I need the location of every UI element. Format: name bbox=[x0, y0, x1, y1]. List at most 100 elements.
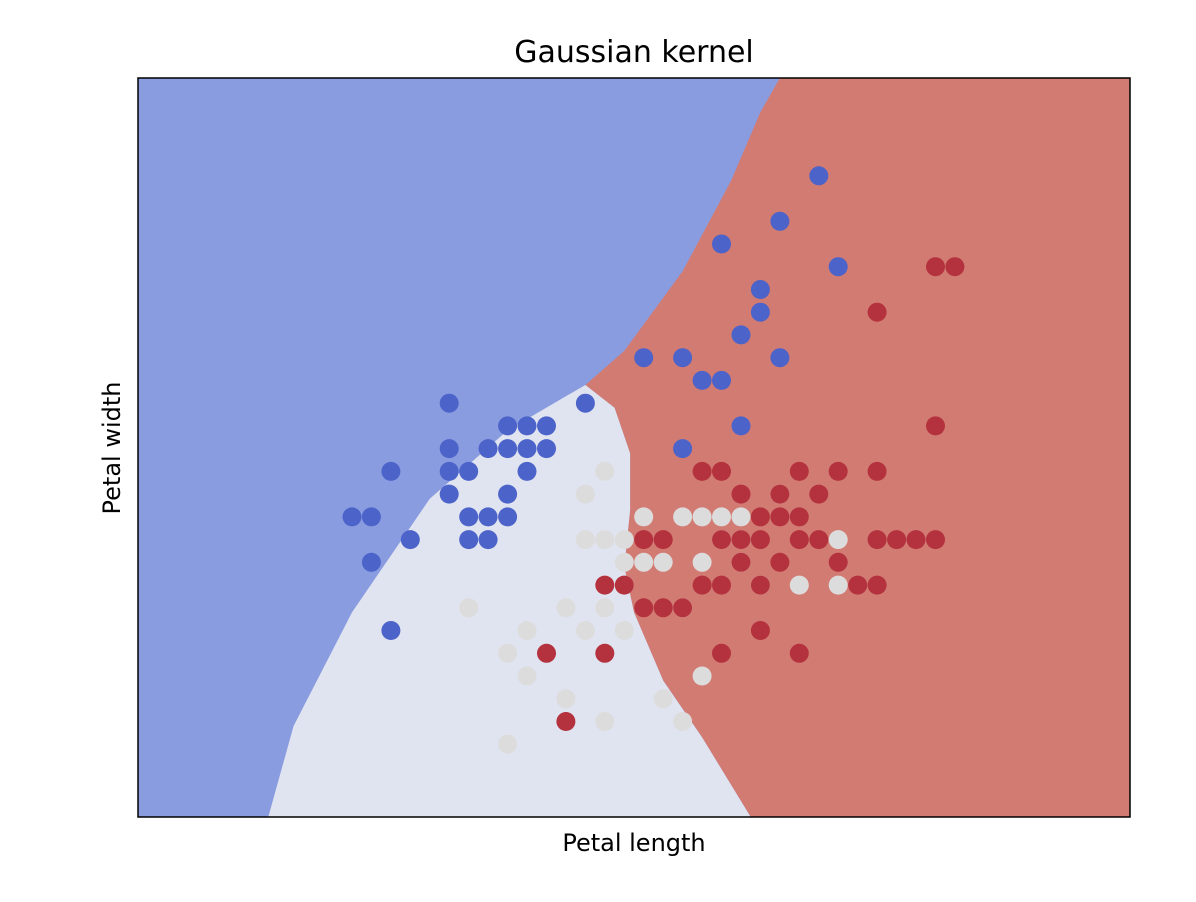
data-point-class-2 bbox=[634, 598, 654, 618]
data-point-class-1 bbox=[673, 712, 693, 731]
data-point-class-2 bbox=[770, 552, 790, 572]
data-point-class-1 bbox=[575, 484, 595, 504]
data-point-class-0 bbox=[498, 416, 518, 436]
data-point-class-2 bbox=[828, 552, 848, 572]
data-point-class-1 bbox=[459, 598, 479, 618]
region-class-1 bbox=[268, 385, 751, 817]
data-point-class-2 bbox=[731, 484, 751, 504]
data-point-class-2 bbox=[595, 575, 615, 595]
data-point-class-0 bbox=[478, 507, 498, 527]
data-point-class-1 bbox=[556, 598, 576, 618]
data-point-class-1 bbox=[712, 507, 731, 527]
data-point-class-2 bbox=[867, 530, 887, 550]
data-point-class-1 bbox=[731, 507, 751, 527]
data-point-class-0 bbox=[361, 507, 381, 527]
data-point-class-1 bbox=[595, 530, 615, 550]
data-point-class-2 bbox=[926, 530, 945, 550]
data-point-class-2 bbox=[692, 575, 712, 595]
data-point-class-1 bbox=[828, 575, 848, 595]
data-point-class-2 bbox=[789, 461, 809, 481]
data-point-class-2 bbox=[634, 530, 654, 550]
plot-area bbox=[138, 78, 1130, 817]
data-point-class-2 bbox=[789, 507, 809, 527]
data-point-class-1 bbox=[498, 643, 518, 663]
data-point-class-2 bbox=[673, 598, 693, 618]
x-axis-label: Petal length bbox=[562, 829, 705, 857]
data-point-class-0 bbox=[731, 325, 751, 345]
data-point-class-2 bbox=[712, 461, 731, 481]
data-point-class-1 bbox=[517, 666, 537, 686]
data-point-class-0 bbox=[673, 439, 693, 459]
data-point-class-2 bbox=[867, 461, 887, 481]
chart-title: Gaussian kernel bbox=[514, 35, 754, 70]
decision-regions bbox=[138, 78, 1130, 817]
data-point-class-2 bbox=[906, 530, 926, 550]
data-point-class-1 bbox=[614, 552, 634, 572]
data-point-class-0 bbox=[498, 439, 518, 459]
data-point-class-0 bbox=[459, 507, 479, 527]
data-point-class-2 bbox=[556, 712, 576, 731]
data-point-class-2 bbox=[653, 530, 673, 550]
data-point-class-0 bbox=[770, 348, 790, 368]
data-point-class-0 bbox=[828, 257, 848, 277]
data-point-class-0 bbox=[342, 507, 362, 527]
data-point-class-1 bbox=[634, 552, 654, 572]
data-point-class-1 bbox=[692, 666, 712, 686]
data-point-class-0 bbox=[517, 439, 537, 459]
data-point-class-0 bbox=[498, 484, 518, 504]
data-point-class-2 bbox=[712, 530, 731, 550]
data-point-class-1 bbox=[575, 621, 595, 640]
data-point-class-2 bbox=[789, 530, 809, 550]
data-point-class-0 bbox=[770, 211, 790, 231]
data-point-class-2 bbox=[926, 416, 945, 436]
data-point-class-2 bbox=[770, 484, 790, 504]
data-point-class-2 bbox=[731, 552, 751, 572]
data-point-class-0 bbox=[634, 348, 654, 368]
data-point-class-1 bbox=[789, 575, 809, 595]
data-point-class-0 bbox=[517, 416, 537, 436]
data-point-class-0 bbox=[712, 234, 731, 254]
data-point-class-1 bbox=[634, 507, 654, 527]
data-point-class-2 bbox=[750, 575, 770, 595]
data-point-class-2 bbox=[537, 643, 556, 663]
data-point-class-0 bbox=[459, 530, 479, 550]
data-point-class-2 bbox=[731, 530, 751, 550]
data-point-class-2 bbox=[809, 484, 829, 504]
data-point-class-1 bbox=[673, 507, 693, 527]
data-point-class-0 bbox=[361, 552, 381, 572]
data-point-class-0 bbox=[439, 461, 459, 481]
data-point-class-0 bbox=[439, 484, 459, 504]
data-point-class-0 bbox=[750, 280, 770, 299]
data-point-class-0 bbox=[750, 302, 770, 322]
data-point-class-0 bbox=[712, 370, 731, 390]
data-point-class-1 bbox=[614, 530, 634, 550]
data-point-class-0 bbox=[459, 461, 479, 481]
data-point-class-0 bbox=[517, 461, 537, 481]
data-point-class-1 bbox=[517, 621, 537, 640]
data-point-class-2 bbox=[595, 643, 615, 663]
region-class-2 bbox=[585, 78, 1130, 817]
data-point-class-1 bbox=[595, 712, 615, 731]
data-point-class-2 bbox=[750, 530, 770, 550]
data-point-class-1 bbox=[595, 461, 615, 481]
data-point-class-0 bbox=[537, 439, 556, 459]
data-point-class-1 bbox=[614, 621, 634, 640]
data-point-class-2 bbox=[809, 530, 829, 550]
data-point-class-0 bbox=[400, 530, 420, 550]
data-point-class-1 bbox=[595, 598, 615, 618]
data-point-class-2 bbox=[712, 575, 731, 595]
data-point-class-0 bbox=[731, 416, 751, 436]
data-point-class-1 bbox=[692, 507, 712, 527]
data-point-class-0 bbox=[537, 416, 556, 436]
data-point-class-1 bbox=[653, 552, 673, 572]
data-point-class-2 bbox=[614, 575, 634, 595]
data-points bbox=[342, 166, 965, 754]
data-point-class-2 bbox=[926, 257, 945, 277]
data-point-class-2 bbox=[750, 507, 770, 527]
data-point-class-0 bbox=[381, 621, 401, 640]
data-point-class-2 bbox=[867, 302, 887, 322]
data-point-class-1 bbox=[498, 734, 518, 754]
data-point-class-2 bbox=[750, 621, 770, 640]
data-point-class-0 bbox=[498, 507, 518, 527]
data-point-class-1 bbox=[556, 689, 576, 709]
